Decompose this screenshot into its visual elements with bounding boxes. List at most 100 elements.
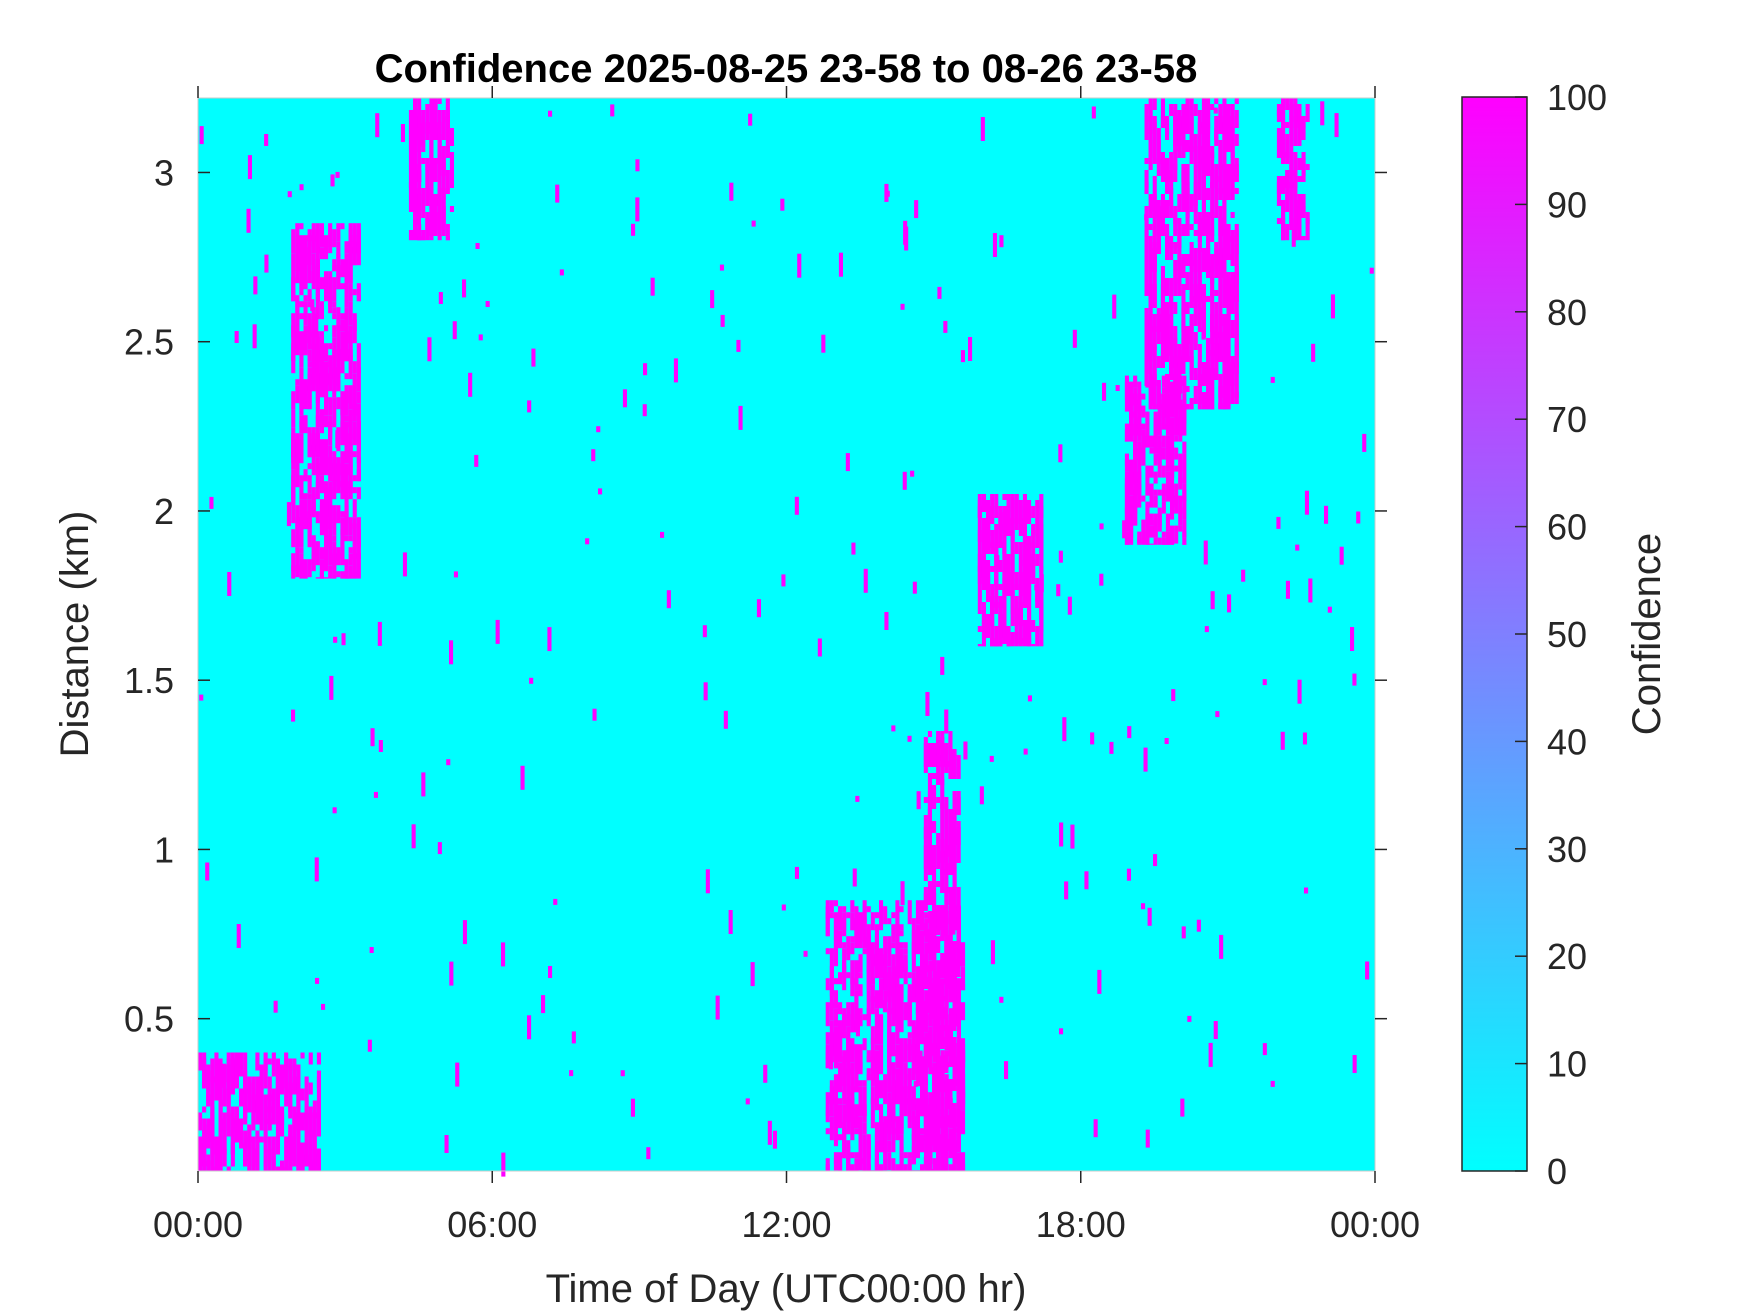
heatmap-cell <box>850 1002 855 1033</box>
heatmap-cell <box>842 1020 847 1039</box>
heatmap-cell <box>940 1157 945 1169</box>
heatmap-cell <box>332 397 337 428</box>
heatmap-cell <box>307 463 312 470</box>
heatmap-cell <box>854 1104 859 1123</box>
heatmap-cell <box>825 1002 830 1027</box>
heatmap-cell <box>932 749 937 767</box>
heatmap-cell <box>300 1160 305 1167</box>
heatmap-cell <box>846 1158 851 1165</box>
heatmap-cell <box>1039 536 1044 560</box>
heatmap-cell <box>1002 590 1007 620</box>
heatmap-cell <box>1210 146 1215 176</box>
heatmap-cell <box>1181 380 1186 386</box>
heatmap-cell <box>1148 194 1153 218</box>
heatmap-cell <box>642 404 647 417</box>
heatmap-cell <box>1022 620 1027 644</box>
heatmap-cell <box>927 941 932 953</box>
heatmap-cell <box>199 126 204 145</box>
heatmap-cell <box>854 978 859 991</box>
heatmap-cell <box>895 1050 900 1069</box>
heatmap-cell <box>295 385 300 404</box>
heatmap-cell <box>1149 525 1154 538</box>
heatmap-cell <box>1197 296 1202 302</box>
heatmap-cell <box>206 1160 211 1171</box>
heatmap-cell <box>332 807 337 814</box>
heatmap-cell <box>312 1154 317 1171</box>
heatmap-cell <box>475 243 480 249</box>
heatmap-cell <box>1156 140 1161 164</box>
heatmap-cell <box>263 1160 268 1171</box>
heatmap-cell <box>344 409 349 416</box>
heatmap-cell <box>850 1152 855 1159</box>
heatmap-cell <box>1196 919 1201 932</box>
heatmap-cell <box>990 542 995 548</box>
heatmap-cell <box>311 559 316 572</box>
heatmap-cell <box>1241 569 1246 582</box>
heatmap-cell <box>887 942 892 967</box>
heatmap-cell <box>994 578 999 584</box>
heatmap-cell <box>569 1070 574 1077</box>
heatmap-cell <box>838 912 843 931</box>
heatmap-cell <box>981 572 986 590</box>
heatmap-cell <box>1137 447 1142 478</box>
heatmap-cell <box>887 1038 892 1045</box>
heatmap-cell <box>1206 122 1211 146</box>
heatmap-cell <box>1018 524 1023 530</box>
heatmap-cell <box>332 535 337 542</box>
heatmap-cell <box>854 918 859 949</box>
heatmap-cell <box>1206 254 1211 278</box>
heatmap-cell <box>989 755 994 762</box>
heatmap-cell <box>1059 1028 1064 1035</box>
heatmap-cell <box>340 475 345 500</box>
heatmap-cell <box>858 1080 863 1087</box>
heatmap-cell <box>247 1130 252 1161</box>
heatmap-cell <box>1210 104 1215 110</box>
heatmap-cell <box>335 430 340 449</box>
heatmap-cell <box>1002 608 1007 638</box>
heatmap-cell <box>1289 194 1294 200</box>
heatmap-cell <box>1018 500 1023 524</box>
heatmap-cell <box>862 1014 867 1021</box>
heatmap-cell <box>1165 158 1170 188</box>
heatmap-cell <box>230 1082 235 1095</box>
heatmap-cell <box>1193 332 1198 350</box>
heatmap-cell <box>895 1080 900 1093</box>
heatmap-cell <box>1201 392 1206 398</box>
heatmap-cell <box>429 104 434 110</box>
heatmap-cell <box>452 321 457 340</box>
heatmap-cell <box>352 553 357 578</box>
heatmap-cell <box>899 1158 904 1171</box>
heatmap-cell <box>940 851 945 881</box>
heatmap-cell <box>1141 405 1146 418</box>
heatmap-cell <box>911 948 916 955</box>
heatmap-cell <box>559 269 564 276</box>
heatmap-cell <box>336 463 341 476</box>
heatmap-cell <box>781 904 786 911</box>
heatmap-cell <box>271 1088 276 1119</box>
heatmap-cell <box>1027 590 1032 596</box>
heatmap-cell <box>874 1122 879 1141</box>
heatmap-cell <box>591 449 596 462</box>
heatmap-cell <box>915 1134 920 1159</box>
heatmap-cell <box>936 989 941 995</box>
heatmap-cell <box>303 499 308 530</box>
heatmap-cell <box>851 542 856 555</box>
heatmap-cell <box>1197 128 1202 140</box>
heatmap-cell <box>874 1134 879 1141</box>
heatmap-cell <box>903 1002 908 1021</box>
heatmap-cell <box>413 146 418 152</box>
heatmap-cell <box>1137 483 1142 496</box>
heatmap-cell <box>1185 386 1190 392</box>
heatmap-cell <box>255 1148 260 1155</box>
heatmap-cell <box>230 1064 235 1071</box>
heatmap-cell <box>226 1112 231 1137</box>
heatmap-cell <box>879 1002 884 1009</box>
heatmap-cell <box>239 1124 244 1143</box>
heatmap-cell <box>316 1160 321 1171</box>
heatmap-cell <box>1189 134 1194 152</box>
heatmap-cell <box>1027 638 1032 647</box>
heatmap-cell <box>1058 444 1063 463</box>
heatmap-cell <box>907 1152 912 1159</box>
heatmap-cell <box>1281 98 1286 116</box>
heatmap-cell <box>1165 423 1170 430</box>
